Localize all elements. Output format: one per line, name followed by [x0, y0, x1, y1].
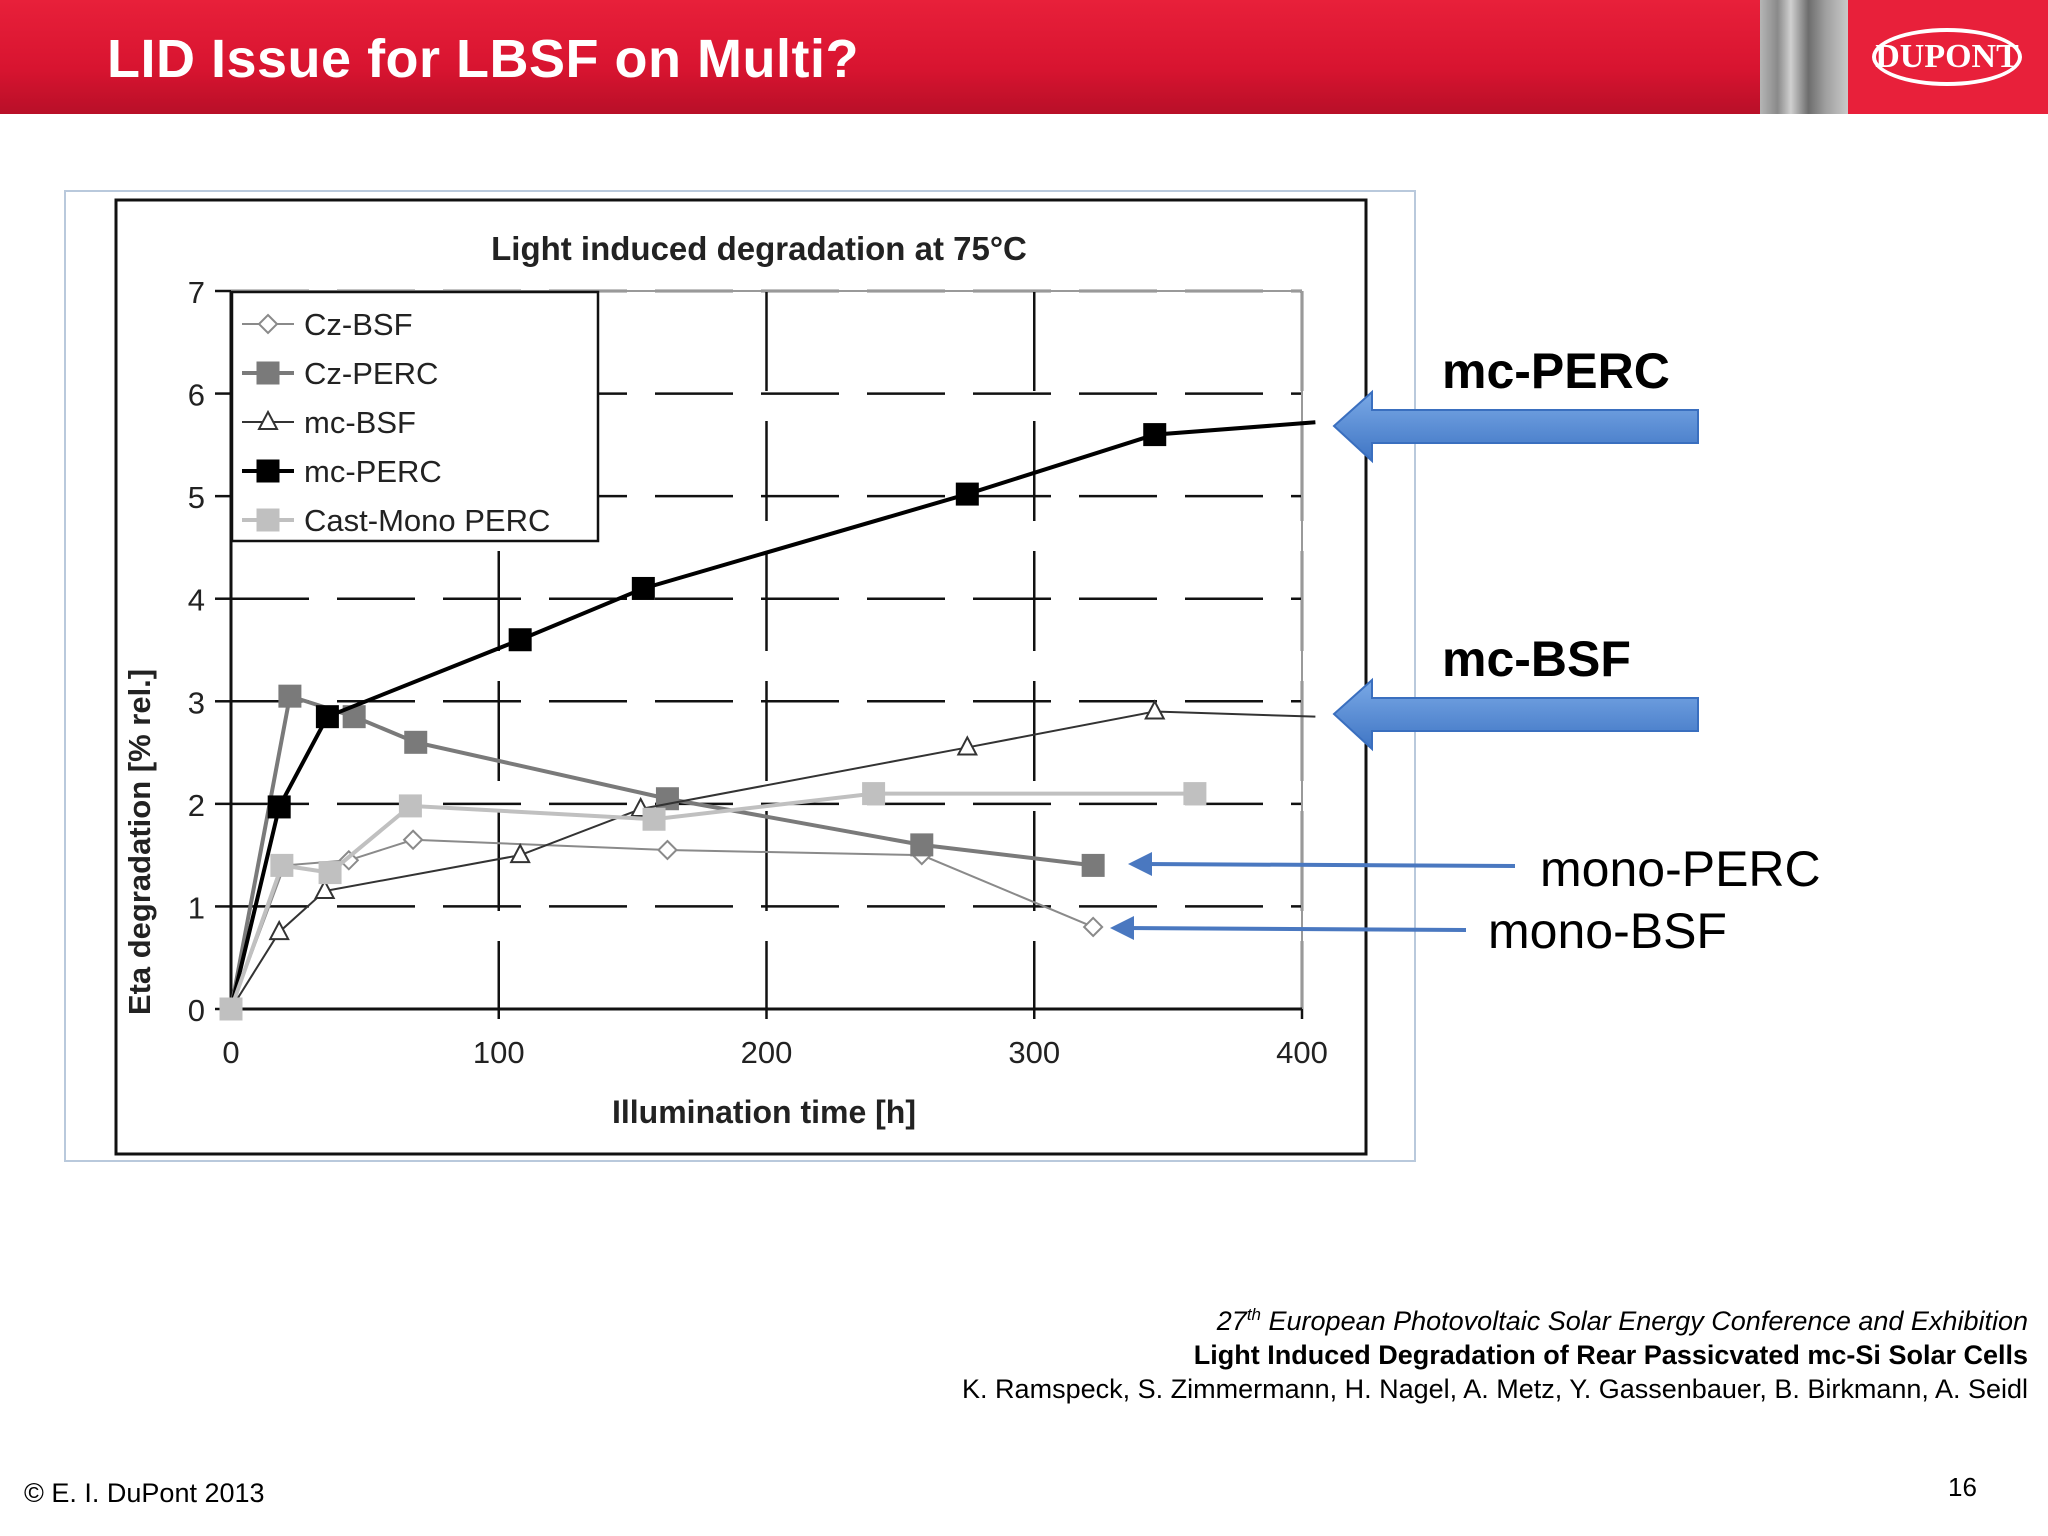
annotation-mc-bsf: mc-BSF — [1442, 631, 1631, 687]
page-number: 16 — [1948, 1472, 1977, 1502]
annotation-mc-perc: mc-PERC — [1442, 343, 1670, 399]
citation-paper-title: Light Induced Degradation of Rear Passic… — [1193, 1340, 2028, 1370]
citation: 27th European Photovoltaic Solar Energy … — [962, 1298, 2028, 1406]
citation-authors: K. Ramspeck, S. Zimmermann, H. Nagel, A.… — [962, 1374, 2028, 1404]
footer-copyright: © E. I. DuPont 2013 — [24, 1478, 265, 1508]
data-point — [278, 684, 302, 708]
citation-conference-name: European Photovoltaic Solar Energy Confe… — [1261, 1306, 2028, 1336]
citation-ordinal: 27 — [1216, 1306, 1247, 1336]
x-tick-label: 300 — [1008, 1035, 1060, 1070]
series-mc-perc — [219, 420, 1316, 1021]
data-point — [955, 482, 979, 506]
y-tick-label: 1 — [188, 890, 205, 925]
y-tick-label: 5 — [188, 480, 205, 515]
data-point — [956, 735, 978, 756]
y-axis-label: Eta degradation [% rel.] — [122, 669, 157, 1015]
data-point — [270, 853, 294, 877]
legend: Cz-BSF Cz-PERC mc-BSF mc-PERC Cast-Mono PERC — [230, 290, 600, 543]
data-point — [910, 833, 934, 857]
y-tick-label: 3 — [188, 685, 205, 720]
data-point — [1183, 782, 1207, 806]
citation-ordinal-suffix: th — [1246, 1305, 1262, 1324]
y-tick-label: 6 — [188, 378, 205, 413]
legend-swatch-marker — [257, 409, 279, 430]
data-point — [402, 829, 424, 851]
data-point — [657, 839, 678, 861]
axes: 0 1 2 3 4 5 6 7 0 100 200 300 400 — [188, 275, 1328, 1070]
data-point — [338, 849, 360, 871]
y-tick-label: 0 — [188, 993, 205, 1028]
citation-conference: 27th European Photovoltaic Solar Energy … — [962, 1298, 2028, 1338]
legend-label: Cz-PERC — [304, 356, 438, 391]
data-point — [1081, 853, 1105, 877]
data-point — [398, 794, 422, 818]
x-tick-label: 100 — [473, 1035, 525, 1070]
data-point — [404, 730, 428, 754]
data-point — [862, 782, 886, 806]
header-bar: LID Issue for LBSF on Multi? — [0, 0, 2048, 114]
annotation-mono-bsf: mono-BSF — [1488, 903, 1727, 959]
y-tick-label: 4 — [188, 583, 205, 618]
data-point — [315, 705, 339, 729]
x-tick-label: 200 — [741, 1035, 793, 1070]
series-line — [230, 710, 1316, 1010]
legend-box — [230, 290, 600, 543]
series-layer — [219, 420, 1316, 1021]
x-tick-label: 400 — [1276, 1035, 1328, 1070]
data-point — [509, 843, 531, 864]
plot-border — [114, 198, 1368, 1156]
data-point — [655, 787, 679, 811]
slide-title: LID Issue for LBSF on Multi? — [107, 29, 859, 89]
legend-label: mc-BSF — [304, 405, 416, 440]
legend-swatch-marker — [256, 361, 280, 385]
dupont-logo: DUPONT — [1872, 28, 2022, 86]
data-point — [631, 576, 655, 600]
logo-text: DUPONT — [1875, 38, 2019, 75]
data-point — [318, 861, 342, 885]
chart-title: Light induced degradation at 75°C — [491, 230, 1027, 267]
annotation-mono-perc: mono-PERC — [1540, 841, 1821, 897]
data-point — [1144, 699, 1166, 720]
legend-swatch-marker — [256, 508, 280, 532]
legend-swatch-marker — [257, 313, 279, 335]
legend-label: Cz-BSF — [304, 307, 413, 342]
data-point — [1082, 916, 1104, 938]
x-axis-label: Illumination time [h] — [612, 1094, 916, 1130]
data-point — [267, 795, 291, 819]
data-point — [268, 919, 290, 941]
x-tick-label: 0 — [222, 1035, 239, 1070]
data-point — [314, 878, 336, 900]
chart: Light induced degradation at 75°C 0 1 2 3 4 5… — [114, 198, 1368, 1156]
series-cast-mono-perc — [219, 782, 1207, 1021]
logo-stripe — [1760, 0, 1848, 114]
legend-label: Cast-Mono PERC — [304, 503, 550, 538]
y-tick-label: 2 — [188, 788, 205, 823]
data-point — [508, 628, 532, 652]
data-point — [219, 997, 243, 1021]
data-point — [1143, 423, 1167, 447]
y-tick-label: 7 — [188, 275, 205, 310]
series-line — [229, 420, 1316, 1010]
legend-label: mc-PERC — [304, 454, 442, 489]
data-point — [642, 807, 666, 831]
legend-swatch-marker — [256, 459, 280, 483]
